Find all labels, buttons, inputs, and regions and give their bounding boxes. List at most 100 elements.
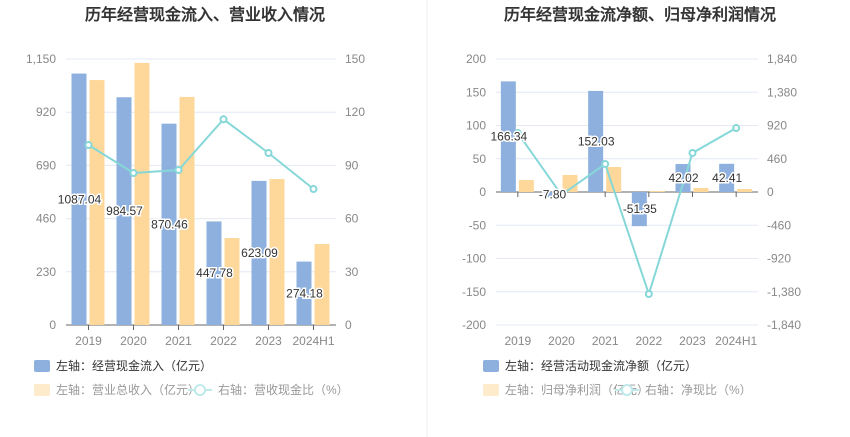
- bar-primary: [500, 81, 516, 192]
- right-axis-tick: 1,840: [767, 52, 797, 66]
- x-axis-tick: 2019: [504, 334, 531, 348]
- left-axis-tick: 230: [36, 265, 56, 279]
- bar-secondary: [269, 179, 285, 325]
- left-axis-tick: 460: [36, 212, 56, 226]
- bar-secondary: [134, 62, 150, 325]
- left-axis-tick: 100: [466, 119, 486, 133]
- x-axis-tick: 2023: [255, 334, 282, 348]
- bar-secondary: [562, 174, 578, 192]
- data-label: 623.09: [241, 246, 278, 260]
- x-axis-tick: 2021: [592, 334, 619, 348]
- bar-primary: [161, 123, 177, 326]
- x-axis-tick: 2024H1: [715, 334, 757, 348]
- legend-swatch-primary: [483, 360, 499, 372]
- line-point: [174, 166, 183, 175]
- left-axis-tick: -200: [462, 318, 486, 332]
- right-axis-tick: 90: [345, 158, 359, 172]
- legend-label-secondary: 左轴：营业总收入（亿元）: [56, 382, 200, 397]
- legend-label-line: 右轴：营收现金比（%）: [218, 382, 349, 397]
- x-axis-tick: 2022: [210, 334, 237, 348]
- left-axis-tick: 0: [479, 185, 486, 199]
- bar-secondary: [89, 80, 105, 325]
- data-label: 447.78: [196, 266, 233, 280]
- right-axis-tick: -920: [767, 252, 791, 266]
- legend-swatch-secondary: [34, 384, 50, 396]
- legend-label-primary: 左轴：经营活动现金流净额（亿元）: [505, 358, 697, 373]
- right-axis-tick: -460: [767, 218, 791, 232]
- data-label: -7.80: [539, 188, 567, 202]
- line-series: [87, 117, 315, 190]
- x-axis-tick: 2020: [120, 334, 147, 348]
- legend-label-primary: 左轴：经营现金流入（亿元）: [56, 358, 212, 373]
- bar-secondary: [314, 244, 330, 325]
- line-point: [309, 184, 318, 193]
- chart-title: 历年经营现金流净额、归母净利润情况: [504, 5, 776, 24]
- line-series: [517, 127, 737, 298]
- bar-secondary: [224, 238, 240, 325]
- bar-primary: [251, 180, 267, 325]
- left-axis-tick: 50: [473, 152, 487, 166]
- line-point: [688, 148, 697, 157]
- x-axis-tick: 2024H1: [292, 334, 334, 348]
- right-axis-tick: 30: [345, 265, 359, 279]
- left-axis-tick: 690: [36, 158, 56, 172]
- left-axis-tick: 150: [466, 85, 486, 99]
- right-axis-tick: 1,380: [767, 85, 797, 99]
- x-axis-tick: 2019: [75, 334, 102, 348]
- right-axis-tick: 120: [345, 105, 365, 119]
- bar-primary: [719, 163, 735, 192]
- right-axis-tick: 0: [767, 185, 774, 199]
- legend-label-line: 右轴：净现比（%）: [645, 382, 752, 397]
- left-axis-tick: 0: [49, 318, 56, 332]
- bar-secondary: [737, 189, 753, 192]
- data-label: 274.18: [286, 286, 323, 300]
- bar-secondary: [693, 188, 709, 192]
- left-axis-tick: 920: [36, 105, 56, 119]
- right-axis-tick: 460: [767, 152, 787, 166]
- left-axis-tick: 1,150: [26, 52, 56, 66]
- bar-primary: [296, 261, 312, 325]
- line-point: [601, 160, 610, 169]
- legend-label-secondary: 左轴：归母净利润（亿元）: [505, 382, 649, 397]
- x-axis-tick: 2020: [548, 334, 575, 348]
- legend-swatch-secondary: [483, 384, 499, 396]
- legend-swatch-primary: [34, 360, 50, 372]
- left-axis-tick: -100: [462, 252, 486, 266]
- bar-secondary: [649, 191, 665, 192]
- line-point: [264, 148, 273, 157]
- bar-primary: [631, 192, 647, 227]
- bar-secondary: [518, 180, 534, 192]
- bar-primary: [544, 192, 560, 198]
- line-point: [129, 169, 138, 178]
- legend-line-marker-icon: [194, 384, 206, 396]
- left-axis-tick: -150: [462, 285, 486, 299]
- data-label: 152.03: [578, 134, 615, 148]
- line-point: [513, 129, 522, 138]
- legend-line-marker-icon: [621, 384, 633, 396]
- bar-secondary: [606, 166, 622, 192]
- right-axis-tick: -1,840: [767, 318, 801, 332]
- line-point: [219, 115, 228, 124]
- bar-primary: [71, 73, 87, 325]
- line-point: [84, 141, 93, 150]
- bar-primary: [116, 97, 132, 325]
- bar-primary: [206, 221, 222, 325]
- x-axis-tick: 2023: [679, 334, 706, 348]
- line-point: [644, 289, 653, 298]
- right-axis-tick: 60: [345, 212, 359, 226]
- data-label: 42.02: [668, 171, 698, 185]
- chart-title: 历年经营现金流入、营业收入情况: [85, 5, 325, 24]
- x-axis-tick: 2021: [165, 334, 192, 348]
- data-label: 984.57: [106, 204, 143, 218]
- right-axis-tick: 150: [345, 52, 365, 66]
- bar-secondary: [179, 96, 195, 325]
- data-label: 1087.04: [58, 192, 102, 206]
- x-axis-tick: 2022: [635, 334, 662, 348]
- line-point: [557, 190, 566, 199]
- data-label: 42.41: [712, 171, 742, 185]
- right-axis-tick: -1,380: [767, 285, 801, 299]
- bar-primary: [588, 90, 604, 192]
- left-axis-tick: -50: [469, 218, 487, 232]
- data-label: -51.35: [623, 202, 657, 216]
